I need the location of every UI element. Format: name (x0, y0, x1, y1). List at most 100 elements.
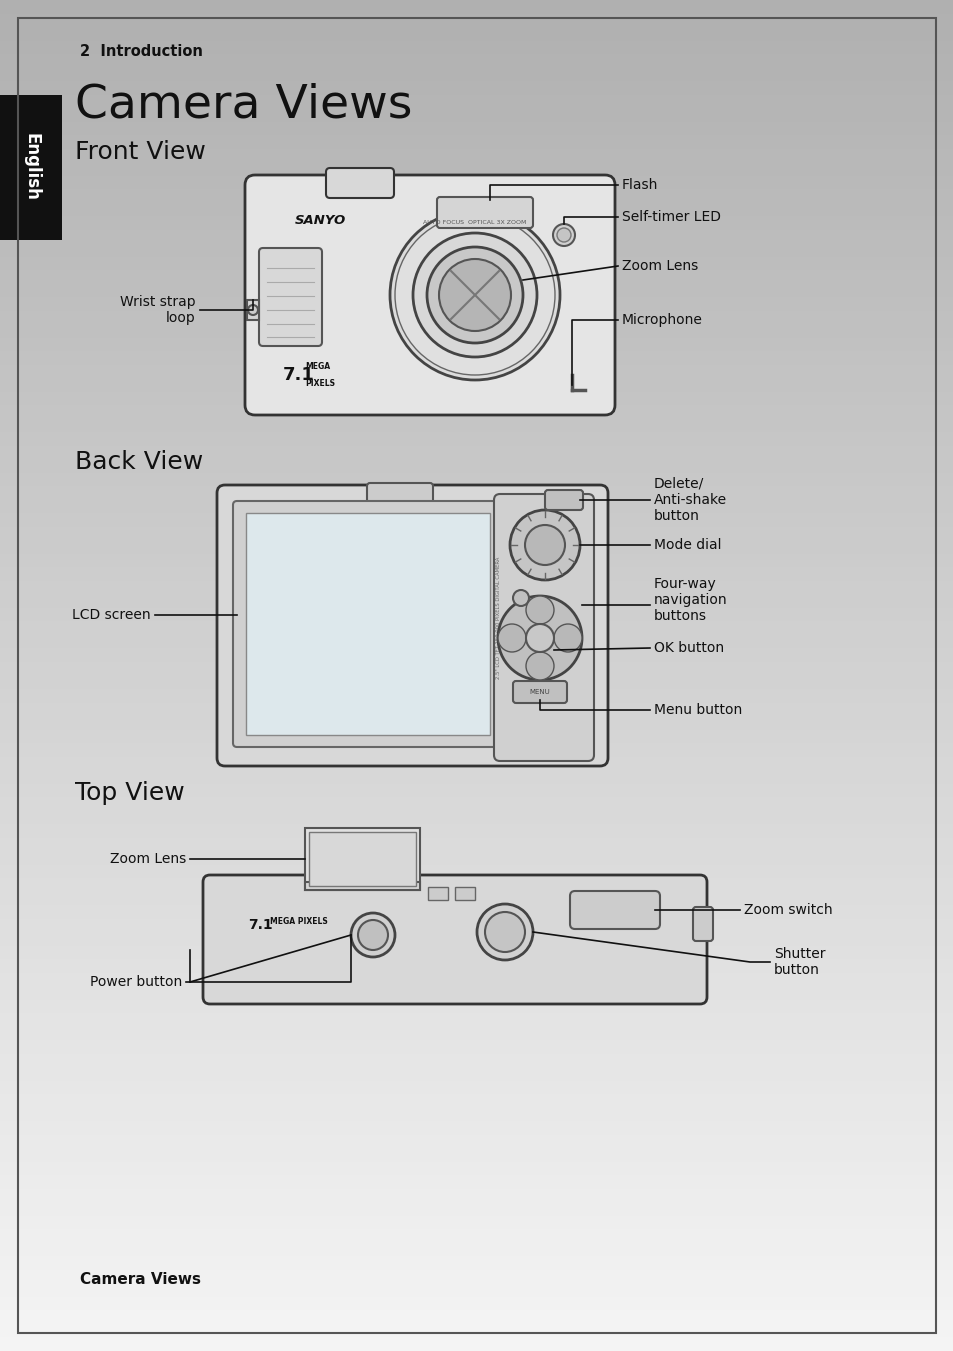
Bar (0, 1162, 953, 1175)
Text: Delete/
Anti-shake
button: Delete/ Anti-shake button (654, 477, 726, 523)
Bar (0, 1297, 953, 1310)
Circle shape (390, 209, 559, 380)
FancyBboxPatch shape (216, 485, 607, 766)
Bar (305, 882, 419, 890)
Text: Microphone: Microphone (621, 313, 702, 327)
Bar (0, 797, 953, 811)
Bar (0, 1216, 953, 1229)
Bar (0, 1067, 953, 1081)
Bar (0, 554, 953, 567)
Text: 7.1: 7.1 (283, 366, 314, 384)
Text: Back View: Back View (75, 450, 203, 474)
Text: MEGA: MEGA (305, 362, 330, 372)
Bar (0, 54, 953, 68)
Bar (0, 338, 953, 351)
Bar (0, 932, 953, 946)
FancyBboxPatch shape (692, 907, 712, 942)
Bar (0, 284, 953, 297)
Bar (0, 838, 953, 851)
Bar (0, 716, 953, 730)
Text: Zoom switch: Zoom switch (743, 902, 832, 917)
Bar (0, 473, 953, 486)
Bar (0, 351, 953, 365)
Circle shape (525, 596, 554, 624)
Bar (455, 888, 475, 900)
Bar (0, 95, 62, 240)
Bar (0, 1027, 953, 1040)
Bar (246, 513, 490, 735)
Bar (0, 149, 953, 162)
Bar (0, 594, 953, 608)
Bar (0, 1094, 953, 1108)
Circle shape (357, 920, 388, 950)
Text: Front View: Front View (75, 141, 206, 163)
Bar (0, 1229, 953, 1243)
Bar (0, 176, 953, 189)
Bar (0, 959, 953, 973)
Bar (0, 986, 953, 1000)
Bar (0, 851, 953, 865)
Bar (0, 892, 953, 905)
Bar (309, 832, 416, 886)
Bar (0, 1121, 953, 1135)
Bar (0, 905, 953, 919)
Circle shape (476, 904, 533, 961)
Bar (0, 108, 953, 122)
Circle shape (427, 247, 522, 343)
Bar (0, 95, 953, 108)
Circle shape (525, 624, 554, 653)
Bar (0, 500, 953, 513)
FancyBboxPatch shape (367, 484, 433, 503)
Bar (0, 81, 953, 95)
FancyBboxPatch shape (436, 197, 533, 228)
Bar (0, 730, 953, 743)
Bar (0, 878, 953, 892)
Text: Zoom Lens: Zoom Lens (621, 259, 698, 273)
Circle shape (553, 224, 575, 246)
Bar (0, 1175, 953, 1189)
FancyBboxPatch shape (258, 249, 322, 346)
Bar (0, 203, 953, 216)
Bar (0, 405, 953, 419)
Bar (0, 1054, 953, 1067)
Bar (0, 621, 953, 635)
Bar (0, 122, 953, 135)
Bar (0, 297, 953, 311)
Bar (0, 1013, 953, 1027)
Bar (0, 1040, 953, 1054)
Text: MEGA PIXELS: MEGA PIXELS (270, 916, 328, 925)
FancyBboxPatch shape (203, 875, 706, 1004)
Text: Four-way
navigation
buttons: Four-way navigation buttons (654, 577, 727, 623)
Text: SANYO: SANYO (294, 213, 346, 227)
Circle shape (497, 596, 581, 680)
Bar (0, 1324, 953, 1337)
Circle shape (248, 305, 257, 315)
Bar (0, 608, 953, 621)
Bar (0, 446, 953, 459)
Bar (0, 919, 953, 932)
Circle shape (395, 215, 555, 376)
Text: PIXELS: PIXELS (305, 380, 335, 388)
Bar (0, 743, 953, 757)
Bar (0, 162, 953, 176)
FancyBboxPatch shape (513, 681, 566, 703)
Bar (0, 1337, 953, 1351)
Bar (0, 1135, 953, 1148)
Bar (0, 1256, 953, 1270)
Text: Wrist strap
loop: Wrist strap loop (120, 295, 195, 326)
Bar (0, 865, 953, 878)
Bar (0, 1202, 953, 1216)
Bar (0, 324, 953, 338)
Circle shape (513, 590, 529, 607)
Circle shape (484, 912, 524, 952)
Bar (0, 527, 953, 540)
Bar (0, 432, 953, 446)
Circle shape (557, 228, 571, 242)
Text: 2  Introduction: 2 Introduction (80, 45, 203, 59)
Circle shape (413, 232, 537, 357)
Bar (0, 68, 953, 81)
Text: MENU: MENU (529, 689, 550, 694)
Bar (0, 770, 953, 784)
Bar (0, 270, 953, 284)
Bar (0, 1000, 953, 1013)
